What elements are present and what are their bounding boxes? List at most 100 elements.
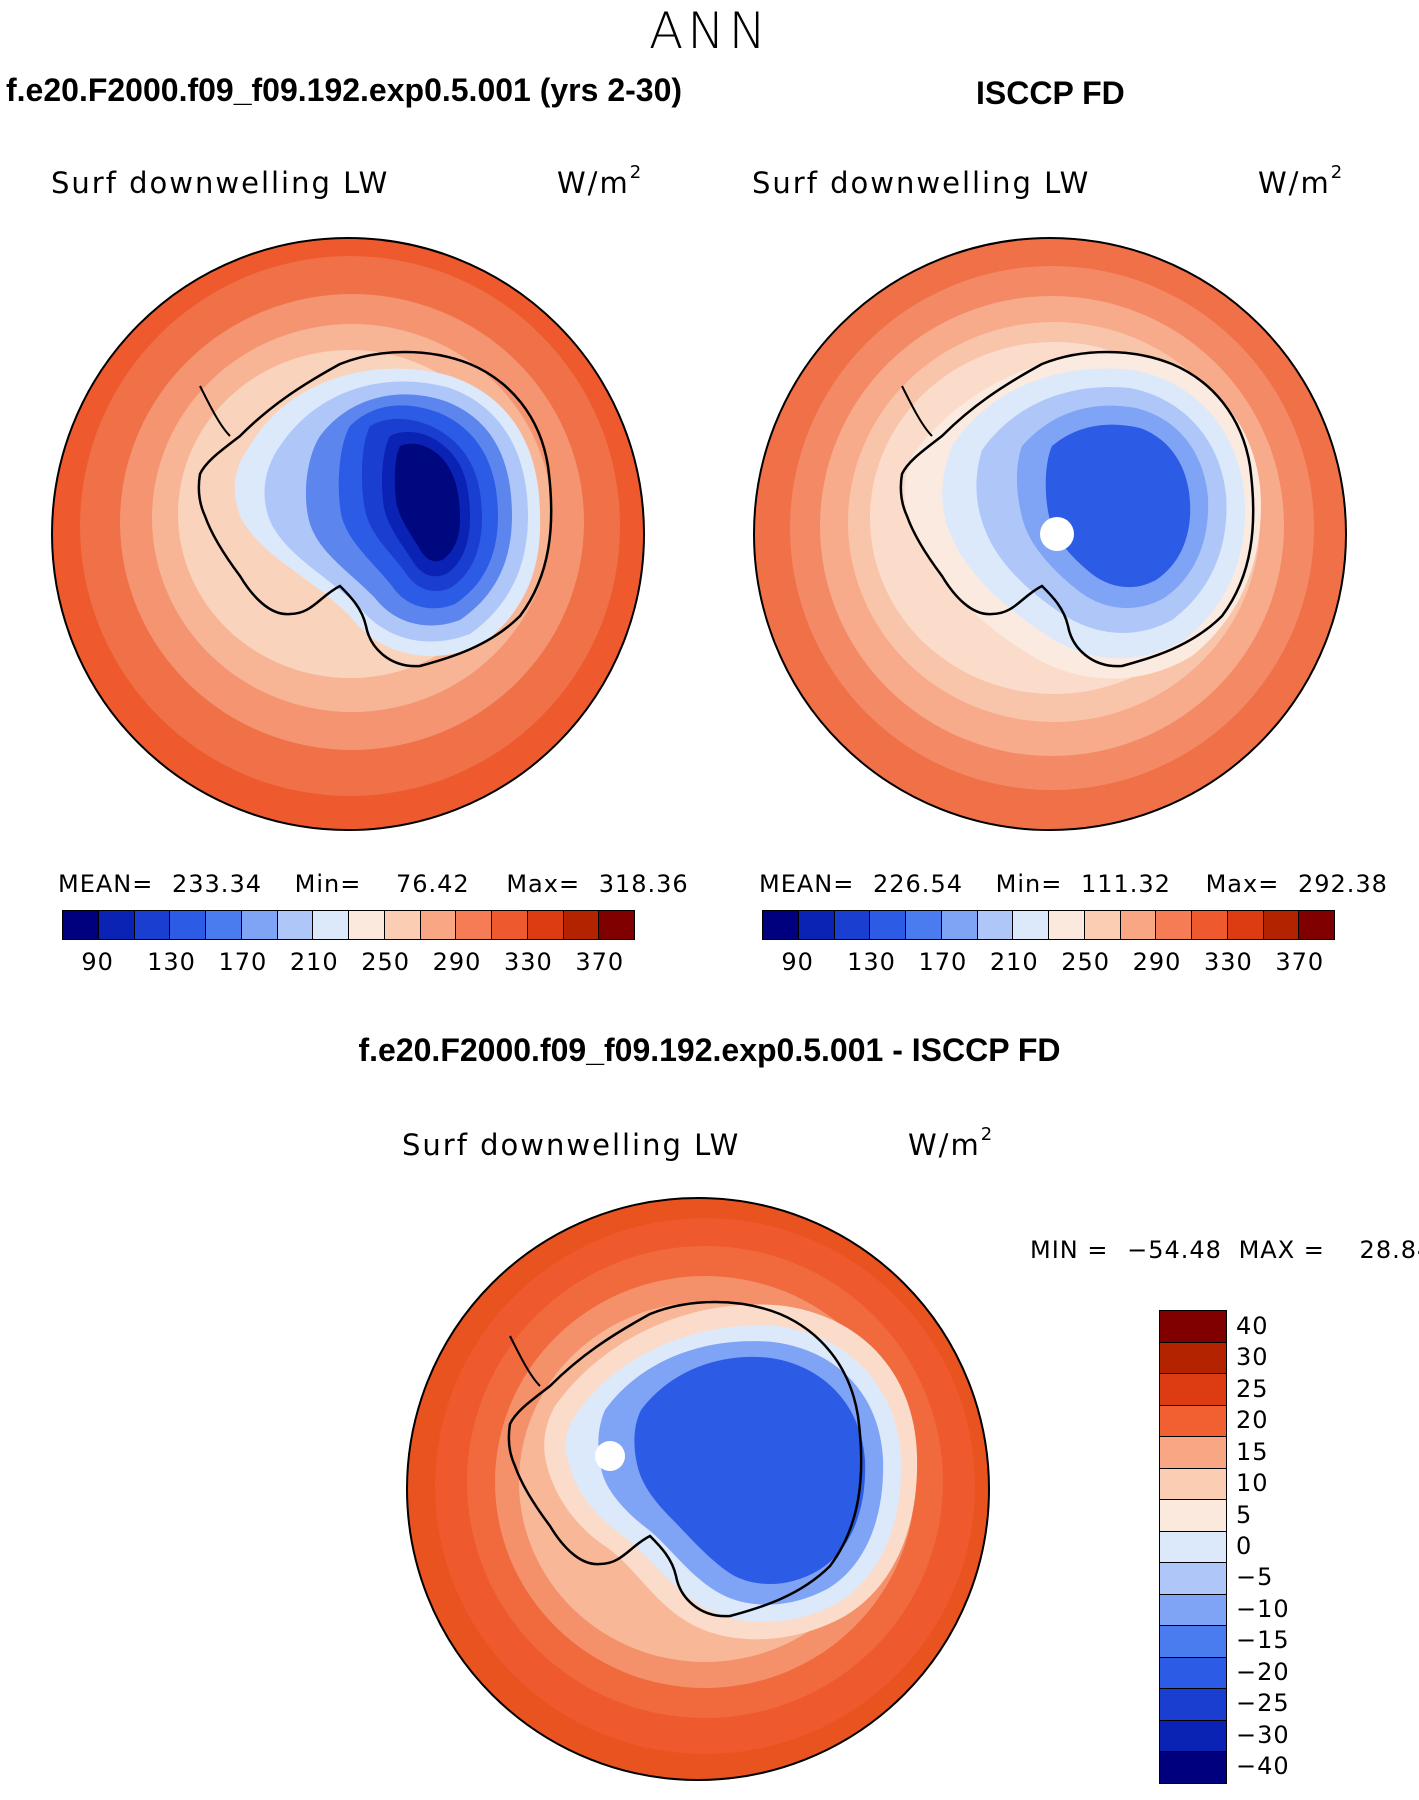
diff-min-label: MIN = [1030, 1236, 1109, 1264]
model-map-border [51, 237, 645, 831]
obs-variable-label: Surf downwelling LW [752, 166, 1091, 200]
colorbar-tick-label: 5 [1236, 1500, 1253, 1529]
colorbar-swatch [206, 911, 242, 939]
colorbar-swatch [1156, 911, 1192, 939]
model-peninsula-coastline [199, 385, 231, 437]
colorbar-tick-label: −40 [1236, 1752, 1290, 1781]
model-colorbar-ticks: 90 130 170 210 250 290 330 370 [62, 948, 633, 978]
diff-stats: MIN = −54.48 MAX = 28.84 [1030, 1236, 1419, 1264]
colorbar-tick-label: 330 [1203, 948, 1253, 976]
diff-contour-fill [435, 1218, 975, 1754]
colorbar-swatch [1299, 911, 1334, 939]
obs-max-label: Max= [1205, 870, 1280, 898]
colorbar-swatch [906, 911, 942, 939]
colorbar-tick-label: 90 [81, 948, 114, 976]
colorbar-tick-label: 25 [1236, 1374, 1269, 1403]
colorbar-swatch [98, 911, 135, 939]
colorbar-swatch [1160, 1437, 1226, 1469]
colorbar-swatch [1120, 911, 1157, 939]
colorbar-swatch [977, 911, 1014, 939]
obs-mean-value: 226.54 [873, 870, 963, 898]
diff-panel-title: f.e20.F2000.f09_f09.192.exp0.5.001 - ISC… [358, 1032, 1061, 1068]
colorbar-swatch [1160, 1531, 1226, 1564]
diff-contour-band [634, 1356, 866, 1585]
diff-map-border [406, 1197, 990, 1781]
colorbar-swatch [1160, 1374, 1226, 1406]
diff-colorbar [1159, 1310, 1227, 1784]
colorbar-swatch [349, 911, 385, 939]
colorbar-tick-label: 250 [361, 948, 410, 976]
colorbar-tick-label: 210 [989, 948, 1039, 976]
diff-polar-map [406, 1197, 990, 1781]
model-stats: MEAN= 233.34 Min= 76.42 Max= 318.36 [58, 870, 689, 898]
colorbar-tick-label: 330 [503, 948, 553, 976]
colorbar-swatch [1160, 1500, 1226, 1532]
model-variable-label: Surf downwelling LW [51, 166, 390, 200]
model-contour-fill [80, 256, 620, 796]
colorbar-tick-label: 10 [1236, 1469, 1269, 1498]
diff-colorbar-ticks: 40 30 25 20 15 10 5 0 −5 −10 −15 −20 −25 −30 −40 [1236, 1310, 1356, 1782]
colorbar-swatch [941, 911, 978, 939]
model-panel-title: f.e20.F2000.f09_f09.192.exp0.5.001 (yrs … [6, 72, 683, 108]
colorbar-swatch [1263, 911, 1300, 939]
obs-antarctica-coastline [899, 350, 1255, 668]
colorbar-tick-label: −5 [1236, 1563, 1274, 1592]
colorbar-swatch [63, 911, 99, 939]
diff-pole-hole [595, 1441, 625, 1471]
season-title: ANN [648, 2, 770, 60]
colorbar-tick-label: 20 [1236, 1406, 1269, 1435]
obs-pole-hole [1040, 517, 1074, 551]
obs-units-label: W/m2 [1258, 162, 1345, 200]
colorbar-swatch [1084, 911, 1121, 939]
model-mean-label: MEAN= [58, 870, 154, 898]
obs-min-value: 111.32 [1080, 870, 1171, 898]
model-mean-value: 233.34 [172, 870, 262, 898]
diff-antarctica-coastline [507, 1300, 863, 1618]
colorbar-swatch [1160, 1752, 1226, 1783]
diff-peninsula-coastline [509, 1335, 541, 1387]
colorbar-swatch [1160, 1311, 1226, 1343]
colorbar-swatch [834, 911, 871, 939]
colorbar-swatch [456, 911, 492, 939]
colorbar-swatch [1160, 1342, 1226, 1375]
colorbar-tick-label: −20 [1236, 1657, 1290, 1686]
colorbar-swatch [277, 911, 314, 939]
colorbar-tick-label: 250 [1061, 948, 1110, 976]
colorbar-tick-label: 290 [1132, 948, 1182, 976]
colorbar-tick-label: 170 [918, 948, 968, 976]
model-colorbar [62, 910, 635, 940]
colorbar-tick-label: 15 [1236, 1437, 1269, 1466]
obs-stats: MEAN= 226.54 Min= 111.32 Max= 292.38 [759, 870, 1388, 898]
colorbar-swatch [1160, 1594, 1226, 1627]
colorbar-swatch [241, 911, 278, 939]
obs-polar-map [753, 237, 1347, 831]
colorbar-swatch [134, 911, 171, 939]
colorbar-swatch [313, 911, 349, 939]
obs-min-label: Min= [995, 870, 1063, 898]
colorbar-swatch [1049, 911, 1085, 939]
diff-max-label: MAX = [1238, 1236, 1325, 1264]
model-max-value: 318.36 [598, 870, 689, 898]
colorbar-tick-label: 0 [1236, 1532, 1253, 1560]
colorbar-swatch [1160, 1657, 1226, 1690]
colorbar-tick-label: 40 [1236, 1311, 1269, 1340]
diff-units-label: W/m2 [908, 1124, 995, 1162]
colorbar-tick-label: −15 [1236, 1626, 1290, 1655]
colorbar-swatch [1160, 1563, 1226, 1595]
model-contour-band [394, 443, 460, 562]
colorbar-tick-label: −25 [1236, 1689, 1290, 1718]
obs-contour-band [1045, 424, 1191, 588]
model-min-label: Min= [294, 870, 362, 898]
diff-max-value: 28.84 [1359, 1236, 1419, 1264]
colorbar-tick-label: 170 [218, 948, 268, 976]
colorbar-swatch [527, 911, 564, 939]
colorbar-swatch [1160, 1689, 1226, 1721]
colorbar-swatch [1160, 1720, 1226, 1753]
colorbar-tick-label: 90 [781, 948, 814, 976]
colorbar-swatch [599, 911, 634, 939]
colorbar-tick-label: 210 [289, 948, 339, 976]
obs-max-value: 292.38 [1297, 870, 1388, 898]
obs-mean-label: MEAN= [759, 870, 855, 898]
colorbar-tick-label: 370 [575, 948, 625, 976]
colorbar-swatch [763, 911, 799, 939]
